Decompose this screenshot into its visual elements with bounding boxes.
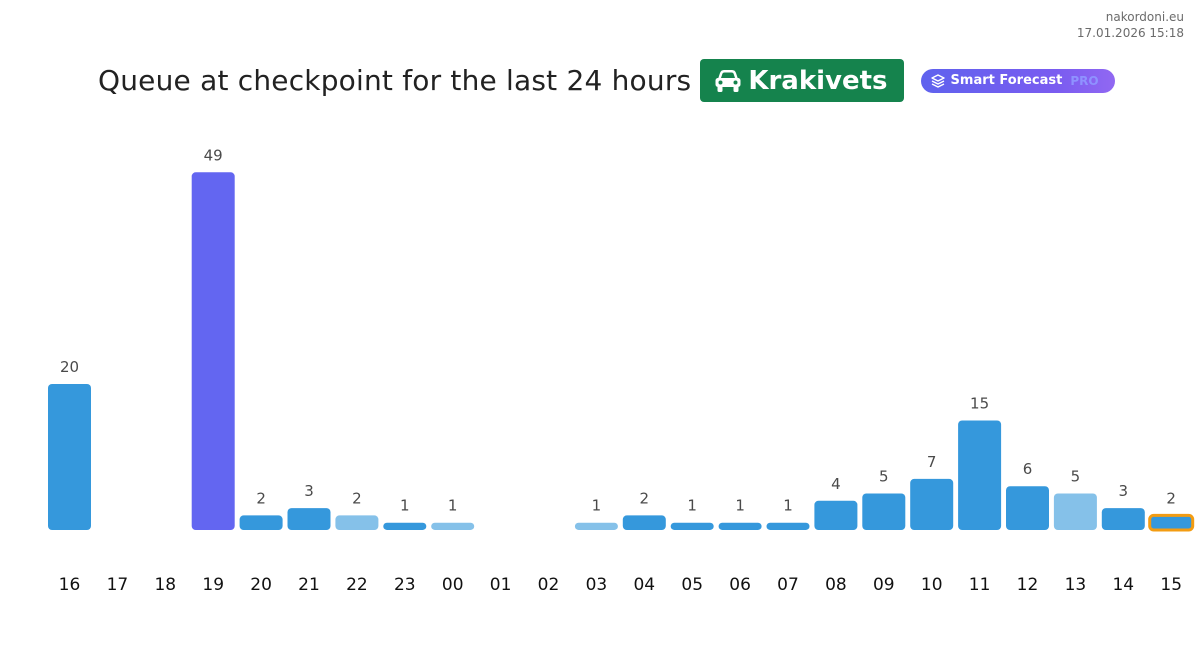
x-tick-label-21: 21 — [298, 575, 320, 595]
data-label-23: 1 — [400, 497, 410, 515]
data-label-06: 1 — [735, 497, 745, 515]
title-row: Queue at checkpoint for the last 24 hour… — [98, 59, 1115, 102]
x-tick-label-07: 07 — [777, 575, 799, 595]
data-label-07: 1 — [783, 497, 793, 515]
x-tick-label-01: 01 — [490, 575, 512, 595]
x-tick-label-10: 10 — [921, 575, 943, 595]
smart-forecast-button[interactable]: Smart Forecast PRO — [920, 68, 1115, 93]
bar-03 — [574, 522, 618, 530]
bar-19 — [191, 172, 235, 531]
x-tick-label-03: 03 — [586, 575, 608, 595]
timestamp: 17.01.2026 15:18 — [1076, 26, 1184, 40]
x-tick-label-04: 04 — [633, 575, 655, 595]
bar-22 — [335, 515, 379, 530]
x-tick-label-02: 02 — [538, 575, 560, 595]
x-tick-label-00: 00 — [442, 575, 464, 595]
data-label-04: 2 — [640, 489, 650, 507]
bar-12 — [1006, 486, 1049, 530]
pro-label: PRO — [1070, 73, 1099, 88]
bar-00 — [431, 522, 475, 530]
x-tick-label-12: 12 — [1017, 575, 1039, 595]
bar-08 — [814, 500, 858, 530]
x-tick-label-15: 15 — [1160, 575, 1182, 595]
bar-10 — [910, 478, 954, 530]
x-tick-label-14: 14 — [1112, 575, 1134, 595]
data-label-11: 15 — [970, 395, 989, 413]
bar-06 — [718, 522, 762, 530]
bar-15 — [1148, 513, 1195, 532]
data-label-13: 5 — [1071, 468, 1081, 486]
bar-13 — [1053, 493, 1097, 530]
bar-20 — [239, 515, 283, 530]
site-name: nakordoni.eu — [1105, 10, 1184, 24]
x-tick-label-17: 17 — [107, 575, 129, 595]
x-tick-label-06: 06 — [729, 575, 751, 595]
data-label-14: 3 — [1119, 482, 1129, 500]
data-label-00: 1 — [448, 497, 458, 515]
x-tick-label-20: 20 — [250, 575, 272, 595]
checkpoint-badge[interactable]: Krakivets — [700, 59, 904, 102]
data-label-16: 20 — [60, 358, 79, 376]
data-label-19: 49 — [204, 146, 223, 164]
data-label-08: 4 — [831, 475, 841, 493]
data-label-15: 2 — [1166, 489, 1176, 507]
data-label-10: 7 — [927, 453, 937, 471]
data-label-20: 2 — [256, 489, 266, 507]
layers-icon — [930, 73, 945, 88]
data-label-22: 2 — [352, 489, 362, 507]
x-tick-label-05: 05 — [681, 575, 703, 595]
checkpoint-name: Krakivets — [748, 65, 888, 96]
site-info: nakordoni.eu 17.01.2026 15:18 — [1077, 9, 1184, 41]
x-tick-label-23: 23 — [394, 575, 416, 595]
x-tick-label-16: 16 — [59, 575, 81, 595]
bar-21 — [287, 508, 331, 530]
x-tick-label-22: 22 — [346, 575, 368, 595]
bar-04 — [622, 515, 666, 530]
bar-14 — [1101, 508, 1145, 530]
data-label-05: 1 — [687, 497, 697, 515]
data-label-21: 3 — [304, 482, 314, 500]
smart-forecast-label: Smart Forecast — [950, 73, 1063, 88]
x-tick-label-09: 09 — [873, 575, 895, 595]
x-tick-label-08: 08 — [825, 575, 847, 595]
car-icon — [715, 69, 741, 92]
x-tick-label-11: 11 — [969, 575, 991, 595]
bar-05 — [670, 522, 714, 530]
data-label-03: 1 — [592, 497, 602, 515]
x-tick-label-19: 19 — [202, 575, 224, 595]
bar-11 — [958, 420, 1002, 530]
bar-07 — [766, 522, 810, 530]
bar-23 — [383, 522, 427, 530]
bar-09 — [862, 493, 906, 530]
data-label-12: 6 — [1023, 460, 1033, 478]
bar-16 — [48, 384, 91, 530]
data-label-09: 5 — [879, 468, 889, 486]
x-tick-label-18: 18 — [154, 575, 176, 595]
x-tick-label-13: 13 — [1065, 575, 1087, 595]
chart-title: Queue at checkpoint for the last 24 hour… — [98, 64, 692, 97]
